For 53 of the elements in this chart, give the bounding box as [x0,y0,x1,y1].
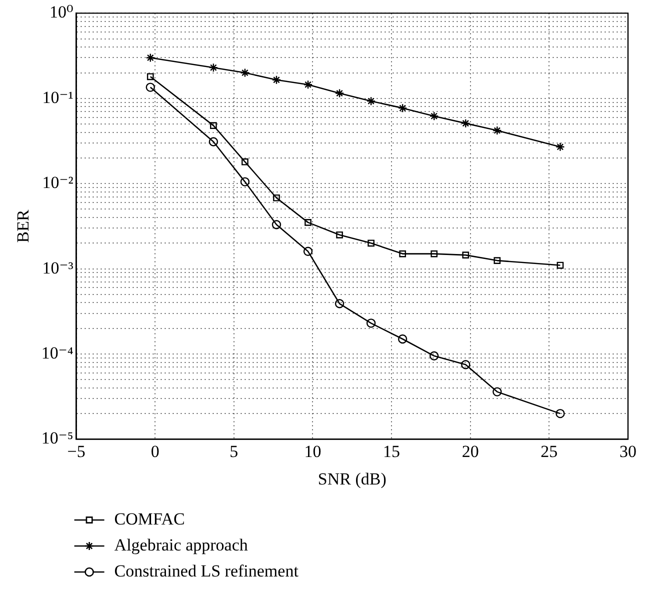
point [556,408,565,418]
point [492,387,502,396]
point [398,103,408,113]
legend-label: Constrained LS refinement [114,561,299,580]
point [240,177,250,186]
point [146,73,154,80]
point [334,88,344,98]
point [208,62,218,72]
point [430,351,439,360]
y-tick-label: 10⁻¹ [42,88,74,107]
x-tick-label: 0 [150,442,160,461]
point [303,80,313,90]
legend-label: COMFAC [114,509,185,528]
y-tick-label: 10⁻⁴ [41,343,74,362]
x-tick-label: 20 [462,442,479,461]
x-tick-label: 10 [304,442,322,461]
point [398,334,408,344]
point [334,299,344,308]
y-axis-title: BER [14,209,33,243]
x-tick-label: 15 [383,442,400,461]
point [303,246,313,256]
point [146,82,155,92]
point [556,262,564,269]
point [272,220,282,230]
point [494,257,501,264]
y-tick-label: 10⁻² [42,173,74,192]
point [273,194,280,202]
legend-label: Algebraic approach [114,535,248,554]
point [366,96,376,106]
point [242,158,248,166]
point [399,250,406,258]
x-tick-label: 30 [620,442,636,461]
point [366,318,376,328]
x-tick-label: 5 [230,442,238,461]
point [430,250,438,258]
point [208,137,218,146]
point [461,118,470,128]
point [272,75,282,84]
y-tick-label: 10⁰ [49,2,74,22]
point [336,231,343,238]
x-tick-label: 25 [540,442,558,461]
point [210,122,217,129]
point [146,53,155,62]
point [368,240,374,247]
x-axis-title: SNR (dB) [318,469,386,488]
point [492,126,502,136]
point [430,111,439,121]
point [461,360,470,370]
point [240,68,250,78]
point [462,252,470,258]
point [556,142,565,152]
point [304,219,312,226]
y-tick-label: 10⁻³ [42,258,74,278]
